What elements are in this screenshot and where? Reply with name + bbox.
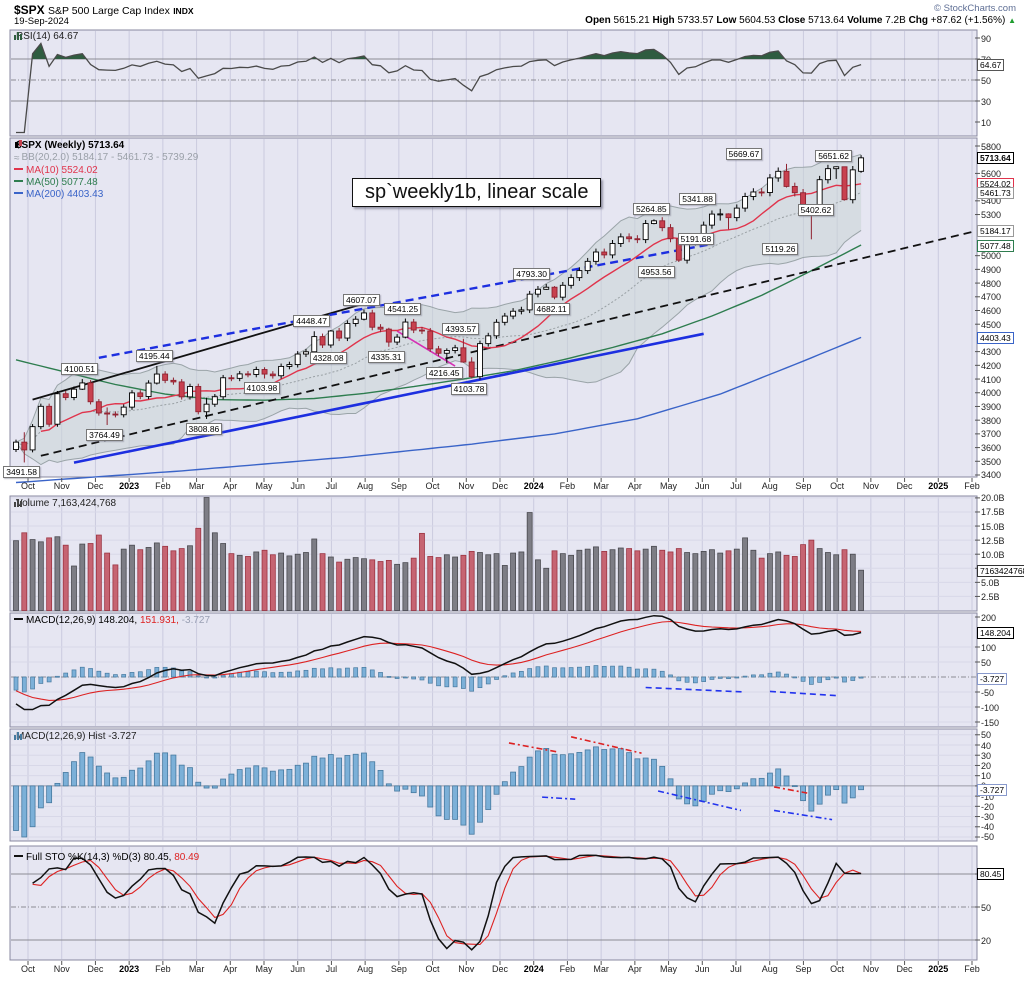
chart-date: 19-Sep-2024 — [14, 16, 69, 27]
line-icon — [14, 618, 23, 620]
quote-label: High — [652, 15, 678, 26]
ma200-legend: MA(200) 4403.43 — [26, 189, 104, 200]
quote-value: +87.62 (+1.56%) — [930, 15, 1009, 26]
legend-part: 151.931, — [139, 615, 182, 626]
bb-legend: BB(20,2.0) 5184.17 - 5461.73 - 5739.29 — [21, 152, 199, 163]
quote-label: Close — [778, 15, 809, 26]
line-icon — [14, 192, 23, 194]
quote-label: Chg — [908, 15, 931, 26]
bollinger-icon: ≈ — [14, 153, 20, 164]
candlesticks — [13, 155, 865, 463]
exchange-tag: INDX — [173, 6, 194, 16]
macd-legend: MACD(12,26,9) 148.204, 151.931, -3.727 — [14, 615, 210, 627]
line-icon — [14, 180, 23, 182]
symbol-name: S&P 500 Large Cap Index — [48, 5, 170, 17]
line-icon — [14, 855, 23, 857]
macd-series — [13, 614, 864, 711]
legend-part: Full STO %K(14,3) %D(3) 80.45, — [26, 852, 175, 863]
line-icon — [14, 168, 23, 170]
up-arrow-icon: ▲ — [1008, 16, 1016, 25]
panel-gridlines — [11, 58, 976, 941]
macd-hist-bars — [13, 736, 864, 838]
legend-part: -3.727 — [181, 615, 211, 626]
macd-hist-legend: MACD(12,26,9) Hist -3.727 — [14, 731, 137, 742]
header: $SPX S&P 500 Large Cap Index INDX — [14, 3, 194, 17]
quote-label: Low — [716, 15, 740, 26]
volume-bars — [13, 497, 864, 611]
ma10-line — [40, 183, 862, 432]
blue-solid-trendline — [73, 332, 704, 464]
quote-value: 5713.64 — [808, 15, 848, 26]
ma50-legend: MA(50) 5077.48 — [26, 177, 98, 188]
symbol: $SPX — [14, 3, 45, 17]
main-legend-title: $SPX (Weekly) 5713.64 — [16, 140, 125, 151]
quote-value: 7.2B — [885, 15, 909, 26]
main-legend: $SPX (Weekly) 5713.64 ≈ BB(20,2.0) 5184.1… — [14, 140, 198, 201]
quote-value: 5733.57 — [677, 15, 717, 26]
rsi-legend: RSI(14) 64.67 — [14, 31, 79, 42]
rsi-series — [16, 42, 862, 134]
quote-value: 5615.21 — [613, 15, 653, 26]
quote-label: Open — [585, 15, 614, 26]
sto-series — [32, 854, 862, 951]
quote-value: 5604.53 — [739, 15, 779, 26]
sto-legend: Full STO %K(14,3) %D(3) 80.45, 80.49 — [14, 852, 199, 864]
legend-part: MACD(12,26,9) 148.204, — [26, 615, 140, 626]
stockcharts-credit: © StockCharts.com — [934, 3, 1016, 14]
black-dashed-trendline — [40, 230, 977, 457]
volume-legend: Volume 7,163,424,768 — [14, 498, 117, 509]
quote-line: Open 5615.21 High 5733.57 Low 5604.53 Cl… — [585, 15, 1016, 26]
ma10-legend: MA(10) 5524.02 — [26, 165, 98, 176]
chart-title-annotation: sp`weekly1b, linear scale — [352, 178, 602, 207]
legend-part: 80.49 — [174, 852, 200, 863]
quote-label: Volume — [847, 15, 886, 26]
